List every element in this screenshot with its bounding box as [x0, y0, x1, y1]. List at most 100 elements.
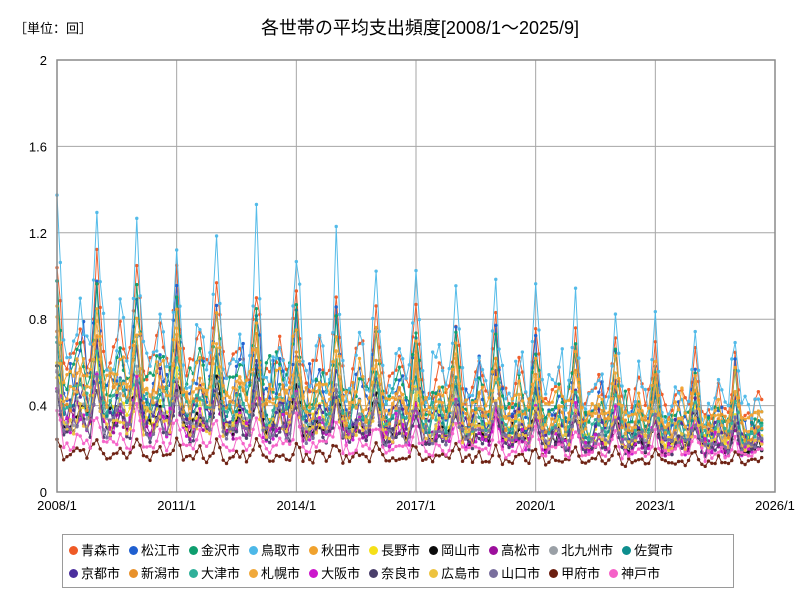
- series-marker: [331, 330, 335, 335]
- series-marker: [135, 263, 139, 268]
- legend-marker-icon: [549, 569, 559, 578]
- series-marker: [115, 418, 119, 422]
- series-marker: [321, 396, 325, 401]
- series-marker: [394, 435, 398, 440]
- legend-item-甲府市[interactable]: 甲府市: [549, 567, 600, 580]
- series-山口市[interactable]: [55, 370, 764, 455]
- series-marker: [214, 342, 219, 346]
- series-marker: [613, 444, 618, 449]
- series-marker: [590, 436, 594, 441]
- series-marker: [590, 412, 594, 416]
- series-marker: [171, 402, 176, 406]
- legend-item-岡山市[interactable]: 岡山市: [429, 544, 480, 557]
- series-marker: [570, 435, 574, 440]
- series-marker: [164, 386, 169, 390]
- series-marker: [81, 332, 86, 336]
- series-marker: [111, 368, 116, 372]
- series-marker: [158, 404, 162, 409]
- series-marker: [118, 412, 122, 416]
- x-axis-tick-label: 2020/1: [516, 498, 556, 513]
- legend-item-長野市[interactable]: 長野市: [369, 544, 420, 557]
- legend-item-鳥取市[interactable]: 鳥取市: [249, 544, 300, 557]
- series-marker: [361, 436, 365, 440]
- legend-item-佐賀市[interactable]: 佐賀市: [622, 544, 673, 557]
- legend-item-北九州市[interactable]: 北九州市: [549, 544, 613, 557]
- series-marker: [577, 356, 581, 360]
- legend-label: 佐賀市: [634, 543, 674, 558]
- series-marker: [371, 419, 375, 423]
- series-marker: [201, 423, 205, 428]
- series-神戸市[interactable]: [55, 402, 764, 464]
- legend-item-松江市[interactable]: 松江市: [129, 544, 180, 557]
- series-甲府市[interactable]: [55, 436, 764, 469]
- series-marker: [294, 303, 299, 307]
- series-marker: [550, 377, 554, 382]
- legend-item-札幌市[interactable]: 札幌市: [249, 567, 300, 580]
- legend-item-高松市[interactable]: 高松市: [489, 544, 540, 557]
- series-鳥取市[interactable]: [55, 193, 764, 429]
- series-marker: [640, 457, 644, 461]
- series-marker: [115, 408, 119, 412]
- series-marker: [643, 462, 648, 466]
- series-marker: [420, 458, 425, 463]
- series-marker: [726, 404, 731, 408]
- series-marker: [666, 461, 671, 465]
- series-marker: [357, 412, 362, 416]
- series-marker: [407, 450, 412, 454]
- legend-item-山口市[interactable]: 山口市: [489, 567, 540, 580]
- series-marker: [287, 363, 292, 368]
- series-marker: [387, 422, 392, 426]
- series-marker: [178, 360, 182, 364]
- series-marker: [597, 414, 601, 419]
- series-marker: [440, 413, 445, 418]
- series-marker: [683, 411, 687, 415]
- series-marker: [151, 446, 156, 450]
- series-marker: [271, 390, 275, 394]
- series-marker: [284, 405, 289, 410]
- legend-item-大阪市[interactable]: 大阪市: [309, 567, 360, 580]
- series-marker: [334, 387, 338, 392]
- legend-item-神戸市[interactable]: 神戸市: [609, 567, 660, 580]
- series-札幌市[interactable]: [55, 315, 764, 441]
- legend-item-金沢市[interactable]: 金沢市: [189, 544, 240, 557]
- series-marker: [720, 405, 724, 409]
- series-marker: [314, 411, 318, 415]
- legend-item-秋田市[interactable]: 秋田市: [309, 544, 360, 557]
- series-marker: [686, 443, 691, 447]
- series-marker: [650, 445, 654, 449]
- legend-item-新潟市[interactable]: 新潟市: [129, 567, 180, 580]
- series-marker: [397, 444, 402, 448]
- series-marker: [713, 413, 717, 418]
- series-marker: [580, 405, 584, 410]
- series-marker: [643, 415, 648, 419]
- series-marker: [680, 459, 684, 463]
- series-marker: [627, 444, 631, 449]
- series-marker: [238, 375, 242, 379]
- series-marker: [706, 401, 711, 406]
- series-marker: [181, 393, 186, 397]
- series-marker: [128, 406, 132, 410]
- series-marker: [597, 422, 601, 426]
- series-marker: [145, 424, 149, 429]
- series-marker: [464, 455, 468, 459]
- series-marker: [480, 425, 485, 430]
- legend-item-京都市[interactable]: 京都市: [69, 567, 120, 580]
- series-marker: [254, 202, 259, 207]
- legend-item-大津市[interactable]: 大津市: [189, 567, 240, 580]
- legend-item-広島市[interactable]: 広島市: [429, 567, 480, 580]
- series-marker: [141, 422, 146, 427]
- series-marker: [620, 445, 624, 449]
- series-marker: [437, 434, 441, 438]
- series-marker: [198, 355, 202, 360]
- series-marker: [78, 411, 82, 416]
- series-marker: [494, 413, 498, 417]
- legend-item-奈良市[interactable]: 奈良市: [369, 567, 420, 580]
- series-marker: [297, 359, 302, 363]
- series-marker: [653, 340, 658, 344]
- series-marker: [427, 410, 431, 414]
- series-marker: [587, 420, 591, 424]
- legend-item-青森市[interactable]: 青森市: [69, 544, 120, 557]
- series-marker: [108, 406, 112, 410]
- series-marker: [434, 439, 438, 444]
